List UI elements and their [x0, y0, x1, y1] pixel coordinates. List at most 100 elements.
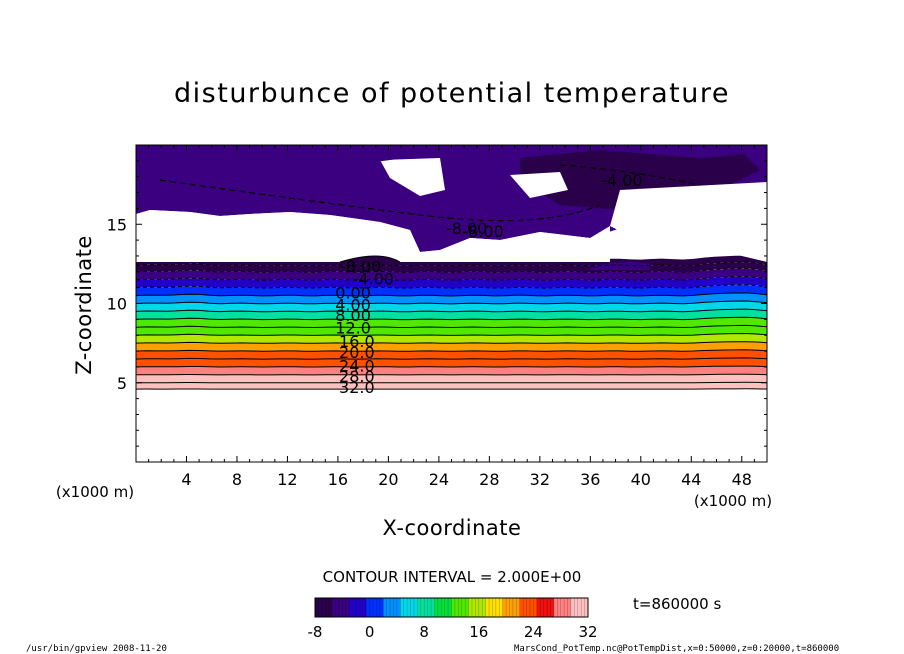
- contour-label: -8.00: [446, 219, 487, 238]
- footer-right: MarsCond_PotTemp.nc@PotTempDist,x=0:5000…: [514, 644, 839, 654]
- color-band: [136, 325, 767, 336]
- colorbar-segment: [516, 598, 521, 617]
- x-tick-label: 12: [277, 470, 297, 489]
- colorbar-segment: [362, 598, 367, 617]
- color-band: [136, 374, 767, 383]
- color-band: [136, 309, 767, 320]
- colorbar-segment: [570, 598, 575, 617]
- time-label: t=860000 s: [633, 595, 721, 613]
- colorbar-segment: [393, 598, 398, 617]
- colorbar-segment: [567, 598, 572, 617]
- colorbar-segment: [523, 598, 527, 617]
- x-tick-label: 48: [732, 470, 752, 489]
- colorbar-segment: [396, 598, 401, 617]
- colorbar-segment: [451, 598, 456, 617]
- contour-line: [136, 373, 767, 376]
- contour-line: [136, 284, 767, 289]
- contour-label: -4.00: [353, 269, 394, 288]
- colorbar-segment: [485, 598, 490, 617]
- color-band: [136, 366, 767, 375]
- colorbar-segment: [458, 598, 463, 617]
- colorbar-segment: [448, 598, 452, 617]
- colorbar-segment: [376, 598, 381, 617]
- colorbar-segment: [502, 598, 507, 617]
- colorbar-segment: [468, 598, 473, 617]
- x-tick-label: 28: [479, 470, 499, 489]
- colorbar-segment: [410, 598, 415, 617]
- x-axis-title: X-coordinate: [383, 516, 522, 540]
- colorbar-segment: [390, 598, 394, 617]
- colorbar-segment: [352, 598, 357, 617]
- contour-line: [136, 300, 767, 305]
- colorbar-segment: [557, 598, 562, 617]
- colorbar-segment: [355, 598, 360, 617]
- upper-gap: [610, 182, 767, 262]
- colorbar-segment: [427, 598, 432, 617]
- colorbar-segment: [461, 598, 466, 617]
- colorbar-segment: [577, 598, 582, 617]
- chart-title: disturbunce of potential temperature: [174, 78, 730, 109]
- y-tick-label: 5: [117, 374, 127, 393]
- colorbar-segment: [564, 598, 568, 617]
- colorbar-segment: [441, 598, 446, 617]
- colorbar-segment: [332, 598, 336, 617]
- colorbar-segment: [465, 598, 469, 617]
- contour-label: 12.0: [335, 319, 371, 338]
- colorbar-segment: [366, 598, 370, 617]
- x-axis: 4 8 12 16 20 24 28 32 36 40 44 48: [148, 145, 755, 489]
- plot-area: [136, 145, 767, 390]
- contour-label: 24.0: [339, 357, 375, 376]
- colorbar-tick-label: 8: [419, 623, 429, 641]
- colorbar-segment: [400, 598, 405, 617]
- contour-lines: [136, 261, 767, 390]
- upper-gap: [380, 158, 445, 196]
- colorbar-segment: [434, 598, 439, 617]
- colorbar-segment: [492, 598, 497, 617]
- x-tick-label: 44: [681, 470, 701, 489]
- colorbar-segment: [499, 598, 504, 617]
- contour-label: 4.00: [335, 296, 371, 315]
- contour-line: [136, 292, 767, 297]
- contour-line: [136, 324, 767, 329]
- contour-line: [136, 349, 767, 352]
- colorbar-tick-label: 24: [524, 623, 543, 641]
- colorbar-segment: [338, 598, 343, 617]
- contour-labels: -8.00-4.000.004.008.0012.016.020.024.028…: [335, 171, 642, 397]
- colorbar-tick-label: 16: [469, 623, 488, 641]
- upper-gap: [136, 210, 610, 262]
- colorbar-segment: [509, 598, 514, 617]
- color-band: [136, 301, 767, 312]
- contour-line: [136, 316, 767, 321]
- colorbar-ticks: -8 0 8 16 24 32: [308, 623, 598, 641]
- colorbar-segment: [328, 598, 333, 617]
- colorbar-segment: [403, 598, 408, 617]
- colorbar-segment: [533, 598, 538, 617]
- colorbar-segment: [386, 598, 391, 617]
- colorbar-segment: [383, 598, 388, 617]
- colorbar-segment: [512, 598, 517, 617]
- contour-line: [136, 341, 767, 344]
- contour-label: -4.00: [601, 171, 642, 190]
- z-unit-label: (x1000 m): [56, 483, 134, 501]
- colorbar-segment: [342, 598, 347, 617]
- contour-label: 8.00: [335, 306, 371, 325]
- colorbar-segment: [335, 598, 340, 617]
- colorbar-segment: [506, 598, 510, 617]
- upper-contour: [159, 179, 601, 222]
- contour-line: [136, 267, 767, 273]
- color-bands: [136, 255, 767, 390]
- colorbar-segment: [373, 598, 377, 617]
- x-tick-label: 32: [530, 470, 550, 489]
- colorbar-tick-label: 0: [365, 623, 375, 641]
- contour-line: [136, 261, 767, 267]
- x-tick-label: 24: [429, 470, 449, 489]
- upper-disturbance-region: [136, 145, 767, 270]
- x-tick-label: 8: [232, 470, 242, 489]
- colorbar-segment: [437, 598, 442, 617]
- colorbar-segment: [444, 598, 449, 617]
- contour-line: [136, 365, 767, 368]
- colorbar-segment: [471, 598, 476, 617]
- color-band: [136, 317, 767, 328]
- colorbar-segment: [536, 598, 541, 617]
- x-tick-label: 16: [328, 470, 348, 489]
